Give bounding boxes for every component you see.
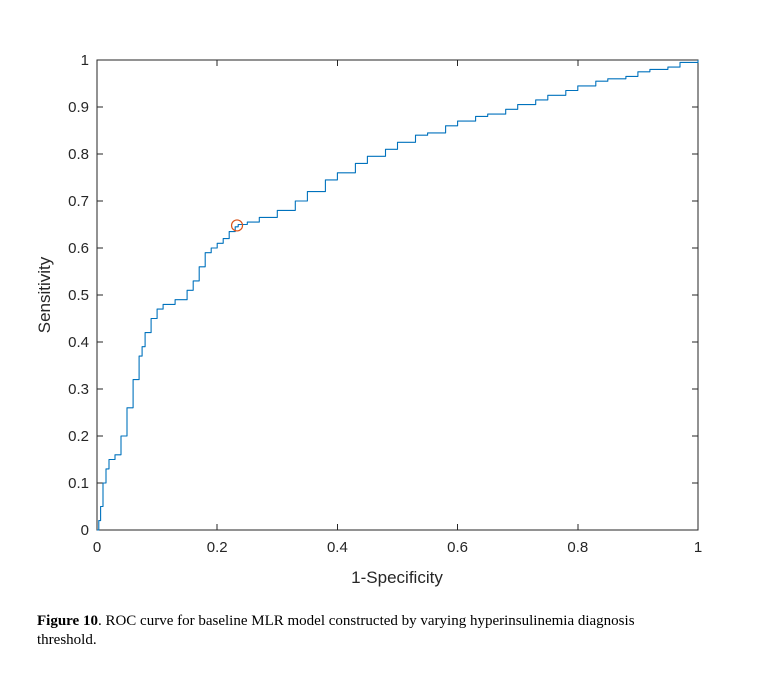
x-axis-label: 1-Specificity: [351, 568, 443, 587]
y-tick-label: 0: [81, 522, 89, 539]
caption-text: . ROC curve for baseline MLR model const…: [37, 613, 635, 648]
y-tick-label: 0.2: [68, 428, 89, 445]
y-axis-label: Sensitivity: [35, 256, 54, 333]
roc-curve-line: [97, 60, 699, 531]
operating-point-marker: [230, 219, 244, 232]
x-tick-label: 0.6: [447, 539, 468, 556]
x-tick-label: 0.4: [327, 539, 348, 556]
y-tick-label: 0.5: [68, 287, 89, 304]
y-tick-label: 0.4: [68, 334, 89, 351]
x-tick-label: 0.2: [207, 539, 228, 556]
figure-caption: Figure 10. ROC curve for baseline MLR mo…: [37, 612, 687, 650]
y-tick-label: 0.9: [68, 99, 89, 116]
caption-label: Figure 10: [37, 613, 98, 629]
y-tick-label: 0.6: [68, 240, 89, 257]
y-tick-label: 0.8: [68, 146, 89, 163]
y-tick-label: 0.7: [68, 193, 89, 210]
y-tick-label: 0.3: [68, 381, 89, 398]
x-tick-label: 0.8: [567, 539, 588, 556]
x-tick-label: 0: [93, 539, 101, 556]
y-tick-label: 0.1: [68, 475, 89, 492]
y-tick-label: 1: [81, 52, 89, 69]
x-tick-label: 1: [694, 539, 702, 556]
roc-chart: 0 0.2 0.4 0.6 0.8 1 0 0.1 0.2 0.3 0.4 0.5 0.6 0.7 0.8 0…: [35, 52, 702, 587]
axis-tick-labels: 0 0.2 0.4 0.6 0.8 1 0 0.1 0.2 0.3 0.4 0.5 0.6 0.7 0.8 0…: [68, 52, 702, 556]
